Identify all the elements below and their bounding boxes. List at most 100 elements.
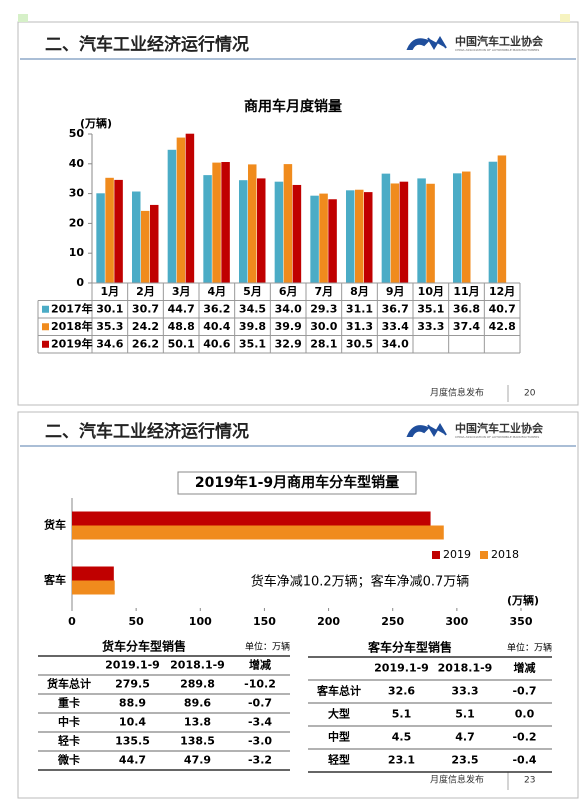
table-cell: -3.0 [248,735,272,748]
table-value: 50.1 [168,337,195,350]
table-cell: 13.8 [184,716,211,729]
row-label: 中型 [328,730,350,744]
table-value: 34.5 [239,302,266,315]
bar [141,210,150,283]
footer: 月度信息发布 [430,774,484,786]
legend-label: 2018年 [51,319,93,333]
x-tick-label: 7月 [315,285,334,298]
corner [560,14,570,22]
table-cell: -0.2 [512,731,536,744]
slide-header: 二、汽车工业经济运行情况 [45,421,249,442]
bar [72,525,444,540]
column-header: 2018.1-9 [438,662,493,675]
table-value: 30.0 [310,320,337,333]
x-tick-label: 3月 [172,285,191,298]
x-tick-label: 5月 [243,285,262,298]
bar [167,149,177,283]
y-axis-label: (万辆) [80,116,112,130]
bar [364,192,373,283]
page-number: 20 [524,389,536,399]
row-label: 中卡 [58,715,80,729]
chart-title: 2019年1-9月商用车分车型销量 [195,474,399,491]
logo-mark [406,423,447,437]
bar [96,193,105,283]
table-value: 28.1 [310,337,337,350]
table-cell: 0.0 [515,708,535,721]
bar [239,180,248,283]
table-cell: 47.9 [184,754,211,767]
table-cell: -0.4 [512,754,536,767]
slide-header: 二、汽车工业经济运行情况 [45,34,249,55]
x-tick-label: 4月 [208,285,227,298]
table-value: 30.5 [346,337,373,350]
x-tick-label: 6月 [279,285,298,298]
table-cell: -3.4 [248,716,272,729]
row-label: 轻卡 [58,734,80,748]
y-tick-label: 30 [69,187,85,200]
logo-name: 中国汽车工业协会 [455,34,544,48]
legend-swatch [42,323,49,331]
table-value: 26.2 [132,337,159,350]
x-tick-label: 2月 [136,285,155,298]
table-cell: 33.3 [451,685,478,698]
x-tick-label: 0 [68,615,76,628]
slide-frame [17,411,579,799]
table-value: 24.2 [132,320,159,333]
y-tick-label: 客车 [43,573,66,587]
table-value: 40.4 [203,320,230,333]
table-cell: 32.6 [388,685,415,698]
legend-label: 2019年 [51,336,93,350]
corner [18,14,28,22]
table-title: 客车分车型销售 [367,640,452,655]
legend-swatch [42,340,49,348]
bar [72,511,431,526]
table-cell: -0.7 [248,697,272,710]
column-header: 增减 [249,658,271,672]
table-cell: 44.7 [119,754,146,767]
table-cell: 135.5 [115,735,150,748]
chart-title: 商用车月度销量 [244,98,342,115]
bar [417,178,426,283]
bar [399,181,409,283]
table-value: 48.8 [168,320,195,333]
bar [355,189,364,283]
table-cell: -0.7 [512,685,536,698]
column-header: 增减 [514,661,536,675]
bar [390,183,400,283]
table-cell: 5.1 [392,708,412,721]
bar [381,173,391,283]
table-cell: 10.4 [119,716,146,729]
table-value: 36.8 [453,302,480,315]
table-cell: 4.5 [392,731,412,744]
table-unit: 单位：万辆 [507,642,552,654]
bar [426,183,435,283]
bar [346,190,355,283]
page-number: 23 [524,776,535,786]
annotation: 货车净减10.2万辆；客车净减0.7万辆 [251,574,470,590]
x-tick-label: 11月 [453,285,479,298]
table-value: 34.6 [96,337,123,350]
x-tick-label: 300 [445,615,468,628]
slide-frame [17,21,579,406]
column-header: 2018.1-9 [170,659,225,672]
bar [185,133,195,283]
table-value: 39.9 [275,320,302,333]
bar [203,175,212,283]
y-tick-label: 0 [76,276,84,289]
y-tick-label: 货车 [43,518,66,532]
y-tick-label: 10 [69,246,85,259]
row-label: 货车总计 [46,677,91,691]
table-value: 34.0 [275,302,302,315]
logo-name: 中国汽车工业协会 [455,421,544,435]
bar [310,195,319,283]
logo-subtitle: CHINA ASSOCIATION OF AUTOMOBILE MANUFACT… [455,435,539,439]
table-value: 33.4 [382,320,409,333]
bar [212,162,221,283]
table-title: 货车分车型销售 [102,639,186,654]
x-axis-label: (万辆) [507,593,539,607]
table-cell: 88.9 [119,697,146,710]
table-value: 31.1 [346,302,373,315]
bar [462,171,471,283]
bar [283,164,293,283]
